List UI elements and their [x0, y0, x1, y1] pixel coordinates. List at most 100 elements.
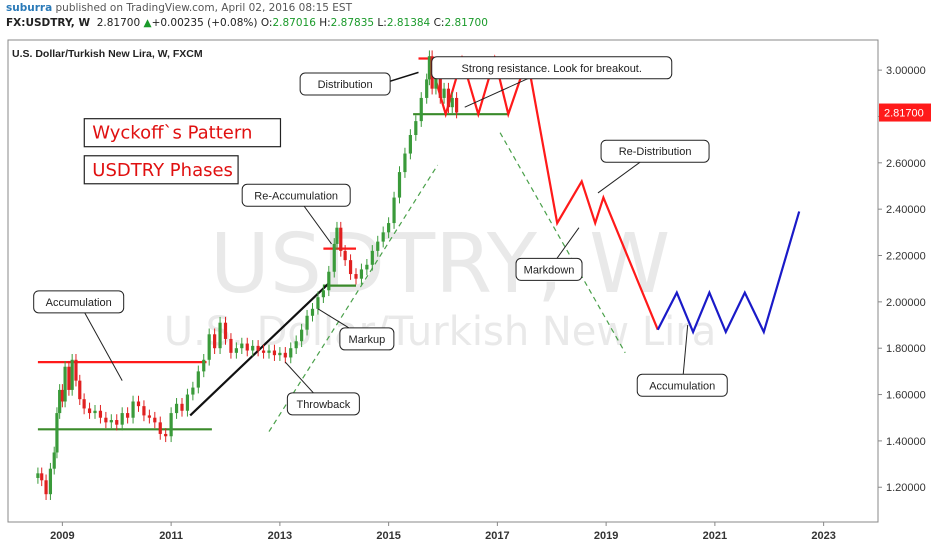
- candle-body: [446, 88, 451, 108]
- x-tick-label: 2011: [159, 530, 183, 542]
- callout-box[interactable]: [431, 56, 673, 80]
- candle-body: [278, 352, 282, 356]
- candle-body: [339, 227, 343, 251]
- candle-body: [78, 380, 82, 400]
- candle-body: [115, 420, 119, 425]
- candle-body: [442, 88, 446, 98]
- candle-body: [316, 297, 320, 309]
- x-tick-label: 2017: [485, 530, 509, 542]
- symbol-label: FX:USDTRY, W: [6, 17, 91, 29]
- candle-body: [70, 359, 74, 390]
- phase-label-box: [83, 118, 282, 148]
- distribution-arrow-line: [388, 71, 419, 83]
- candle-body: [169, 413, 173, 437]
- candle-body: [142, 406, 146, 416]
- y-tick-label: 2.00000: [886, 297, 926, 309]
- candle-body: [93, 410, 97, 414]
- y-tick-label: 1.80000: [886, 343, 926, 355]
- candle-body: [354, 274, 358, 279]
- x-tick-label: 2019: [594, 530, 618, 542]
- last-price-tag: 2.81700: [879, 103, 931, 122]
- candle-body: [267, 350, 271, 353]
- callout-box[interactable]: [339, 327, 395, 351]
- callout-label: Markdown: [524, 264, 575, 276]
- candle-body: [335, 227, 339, 244]
- candle-body: [120, 413, 124, 425]
- x-tick-label: 2015: [376, 530, 400, 542]
- candle-body: [434, 77, 438, 89]
- y-tick-label: 2.60000: [886, 158, 926, 170]
- candle-body: [245, 343, 249, 351]
- callout-box[interactable]: [515, 257, 583, 281]
- candle-body: [343, 250, 347, 261]
- projected-markdown-line: [526, 58, 659, 331]
- candle-body: [419, 97, 423, 122]
- close-label: C:: [433, 17, 445, 29]
- callout-box[interactable]: [286, 392, 360, 416]
- candle-body: [272, 350, 277, 356]
- candle-body: [327, 271, 331, 291]
- candle-body: [185, 394, 190, 411]
- candle-body: [213, 334, 217, 349]
- candle-body: [387, 223, 391, 233]
- candle-body: [403, 153, 407, 173]
- callout-label: Markup: [349, 334, 386, 346]
- candle-body: [196, 371, 200, 388]
- low-value: 2.81384: [386, 17, 431, 29]
- author-link[interactable]: suburra: [6, 2, 53, 14]
- callout-pointer: [78, 301, 123, 381]
- candle-body: [348, 260, 353, 275]
- candle-body: [359, 269, 364, 279]
- candle-body: [164, 433, 168, 437]
- candle-body: [48, 468, 53, 495]
- callout-label: Re-Accumulation: [254, 190, 338, 202]
- y-tick-label: 1.60000: [886, 390, 926, 402]
- y-tick-label: 1.20000: [886, 482, 926, 494]
- candle-body: [450, 97, 454, 108]
- candle-body: [283, 352, 287, 358]
- callout-label: Accumulation: [46, 297, 112, 309]
- candle-body: [438, 77, 442, 98]
- phase-labels: Wyckoff`s Pattern USDTRY Phases: [83, 118, 282, 185]
- candle-body: [158, 422, 162, 434]
- candle-body: [261, 350, 266, 353]
- callout-box[interactable]: [299, 72, 391, 96]
- candle-body: [332, 243, 336, 272]
- candle-body: [40, 473, 44, 481]
- candle-body: [381, 232, 385, 242]
- candle-body: [109, 420, 113, 423]
- candle-body: [136, 401, 141, 407]
- callout-box[interactable]: [241, 183, 351, 207]
- candle-body: [376, 241, 380, 251]
- y-tick-label: 1.40000: [886, 436, 926, 448]
- x-tick-label: 2023: [811, 530, 835, 542]
- candle-body: [300, 329, 304, 342]
- callout-box[interactable]: [636, 373, 728, 397]
- callout-box[interactable]: [33, 290, 125, 314]
- x-tick-label: 2009: [50, 530, 74, 542]
- open-value: 2.87016: [272, 17, 316, 29]
- candle-body: [207, 334, 211, 360]
- candle-body: [365, 264, 369, 270]
- candle-body: [392, 197, 396, 224]
- candle-body: [180, 403, 184, 411]
- high-value: 2.87835: [330, 17, 375, 29]
- candle-body: [234, 348, 238, 353]
- candle-body: [131, 401, 135, 418]
- annotations: Accumulation Throwback Markup Re-Accumulati…: [33, 56, 728, 416]
- candle-body: [408, 135, 412, 154]
- candle-body: [305, 315, 309, 330]
- candle-body: [289, 348, 293, 358]
- phase-label-box: [83, 155, 239, 185]
- candle-body: [98, 410, 103, 418]
- callout-box[interactable]: [600, 139, 710, 163]
- throwback-channel-line: [268, 164, 439, 432]
- candle-body: [52, 452, 56, 469]
- candle-body: [223, 322, 228, 339]
- candle-body: [174, 403, 179, 414]
- open-label: O:: [260, 17, 273, 29]
- phase-label-text: USDTRY Phases: [92, 160, 233, 181]
- x-tick-label: 2013: [268, 530, 292, 542]
- published-text: published on TradingView.com, April 02, …: [55, 2, 352, 14]
